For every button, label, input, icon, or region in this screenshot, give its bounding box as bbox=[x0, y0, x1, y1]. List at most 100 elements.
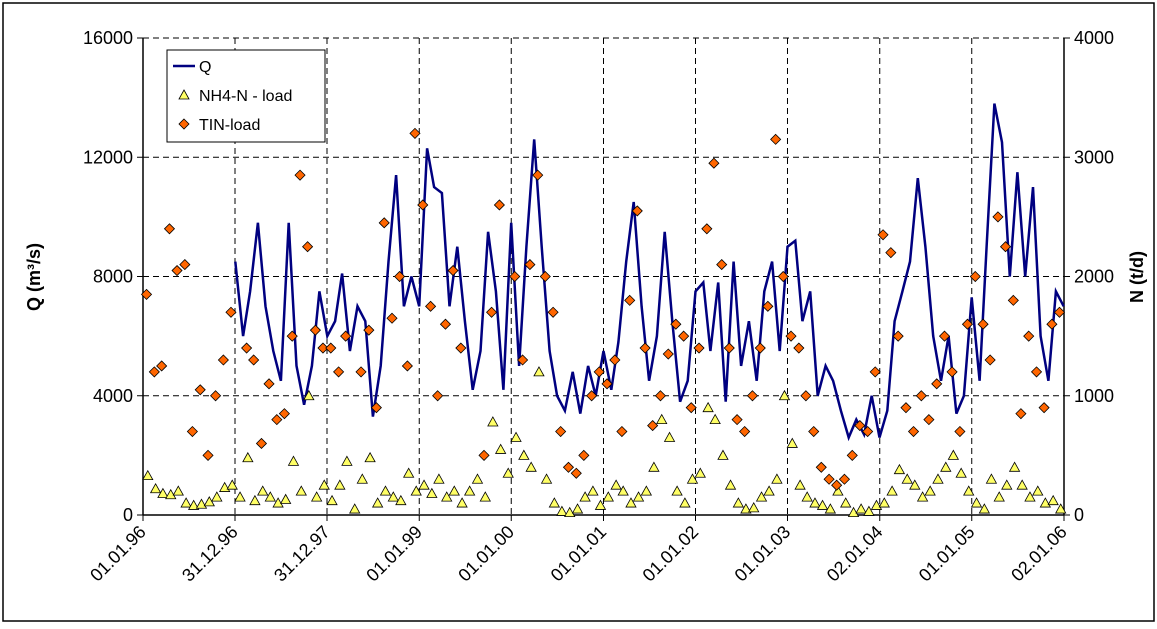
triangle-marker bbox=[510, 431, 522, 442]
diamond-marker bbox=[148, 366, 160, 378]
triangle-marker bbox=[587, 485, 599, 496]
diamond-marker bbox=[517, 354, 529, 366]
diamond-marker bbox=[140, 288, 153, 300]
diamond-marker bbox=[731, 414, 743, 426]
diamond-marker bbox=[616, 425, 628, 438]
triangle-marker bbox=[234, 491, 246, 502]
triangle-marker bbox=[142, 469, 154, 481]
diamond-marker bbox=[746, 390, 759, 402]
triangle-marker bbox=[924, 485, 936, 496]
triangle-marker bbox=[165, 488, 177, 500]
diamond-marker bbox=[171, 264, 183, 277]
diamond-marker bbox=[432, 390, 444, 402]
triangle-marker bbox=[395, 494, 407, 506]
y2-tick-label: 4000 bbox=[1074, 28, 1114, 48]
triangle-marker bbox=[640, 485, 653, 496]
triangle-marker bbox=[279, 493, 292, 504]
diamond-marker bbox=[425, 300, 437, 312]
diamond-marker bbox=[1046, 318, 1058, 330]
y-tick-label: 4000 bbox=[93, 386, 133, 406]
triangle-marker bbox=[824, 503, 837, 514]
triangle-marker bbox=[671, 485, 683, 496]
diamond-marker bbox=[609, 354, 621, 366]
triangle-marker bbox=[387, 491, 399, 502]
triangle-marker bbox=[717, 449, 729, 460]
diamond-marker bbox=[647, 419, 659, 432]
diamond-marker bbox=[869, 366, 881, 378]
diamond-marker bbox=[678, 330, 690, 342]
diamond-marker bbox=[969, 270, 981, 283]
diamond-marker bbox=[547, 306, 559, 318]
triangle-marker bbox=[349, 503, 361, 514]
diamond-marker bbox=[1007, 294, 1019, 306]
triangle-marker bbox=[801, 491, 813, 502]
legend-label: NH4-N - load bbox=[199, 88, 292, 105]
diamond-marker bbox=[739, 425, 751, 438]
y2-axis-label: N (t/d) bbox=[1127, 251, 1147, 303]
triangle-marker bbox=[663, 431, 676, 442]
triangle-marker bbox=[571, 503, 584, 514]
triangle-marker bbox=[679, 497, 691, 508]
diamond-marker bbox=[555, 425, 567, 438]
triangle-marker bbox=[709, 413, 721, 425]
triangle-marker bbox=[518, 449, 530, 460]
diamond-marker bbox=[846, 449, 858, 461]
triangle-marker bbox=[771, 473, 783, 484]
diamond-marker bbox=[808, 425, 820, 438]
triangle-marker bbox=[1008, 461, 1021, 472]
diamond-marker bbox=[309, 324, 321, 336]
triangle-marker bbox=[410, 485, 422, 496]
diamond-marker bbox=[417, 199, 429, 211]
triangle-marker bbox=[617, 485, 629, 496]
triangle-marker bbox=[533, 366, 545, 377]
y2-tick-label: 0 bbox=[1074, 505, 1084, 525]
triangle-marker bbox=[832, 485, 844, 496]
diamond-marker bbox=[708, 157, 720, 169]
triangle-marker bbox=[847, 506, 860, 518]
diamond-marker bbox=[378, 217, 390, 229]
triangle-marker bbox=[172, 485, 184, 496]
triangle-marker bbox=[487, 416, 499, 427]
diamond-marker bbox=[999, 241, 1012, 253]
triangle-marker bbox=[740, 503, 752, 514]
diamond-marker bbox=[670, 318, 682, 330]
diamond-marker bbox=[915, 390, 927, 402]
diamond-marker bbox=[862, 425, 874, 438]
diamond-marker bbox=[263, 378, 275, 390]
diamond-marker bbox=[946, 366, 958, 378]
triangle-marker bbox=[448, 485, 460, 496]
diamond-marker bbox=[654, 390, 667, 402]
diamond-marker bbox=[961, 318, 974, 330]
triangle-marker bbox=[356, 473, 368, 484]
diamond-marker bbox=[286, 330, 298, 342]
y-tick-label: 0 bbox=[123, 505, 133, 525]
triangle-marker bbox=[755, 491, 768, 502]
diamond-marker bbox=[278, 408, 290, 420]
diamond-marker bbox=[662, 348, 674, 360]
diamond-marker bbox=[601, 378, 613, 390]
triangle-marker bbox=[594, 499, 607, 510]
diamond-marker bbox=[701, 223, 713, 235]
diamond-marker bbox=[992, 211, 1004, 223]
diamond-marker bbox=[578, 449, 590, 461]
triangle-marker bbox=[564, 506, 576, 518]
triangle-marker bbox=[1047, 494, 1059, 506]
triangle-marker bbox=[656, 413, 668, 425]
triangle-marker bbox=[993, 491, 1005, 502]
y2-tick-label: 3000 bbox=[1074, 147, 1114, 167]
diamond-marker bbox=[194, 384, 206, 396]
triangle-marker bbox=[1032, 485, 1044, 496]
diamond-marker bbox=[723, 342, 735, 354]
triangle-marker bbox=[341, 455, 353, 466]
triangle-marker bbox=[525, 461, 537, 472]
diamond-marker bbox=[631, 205, 643, 217]
y2-tick-label: 1000 bbox=[1074, 386, 1114, 406]
diamond-marker bbox=[333, 366, 345, 378]
diamond-marker bbox=[255, 437, 268, 450]
triangle-marker bbox=[794, 479, 806, 490]
diamond-marker bbox=[716, 259, 728, 271]
diamond-marker bbox=[977, 318, 989, 330]
diamond-marker bbox=[539, 270, 551, 283]
diamond-marker bbox=[156, 360, 168, 372]
diamond-marker bbox=[248, 354, 260, 366]
